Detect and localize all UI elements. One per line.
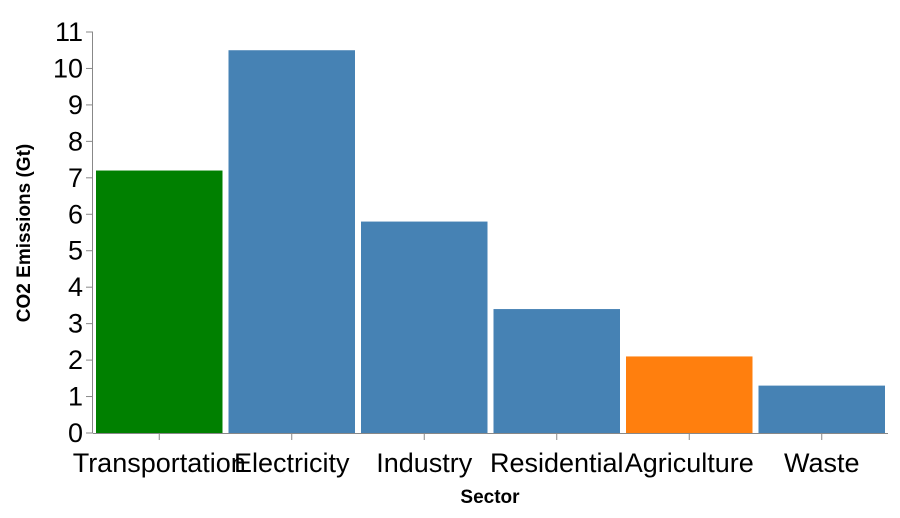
bar-industry: [361, 221, 488, 433]
y-tick-label-11: 11: [55, 17, 83, 47]
x-tick-label-residential: Residential: [490, 448, 624, 478]
bar-agriculture: [626, 356, 753, 433]
bar-residential: [493, 309, 620, 433]
y-tick-label-6: 6: [68, 199, 83, 229]
bars-group: [96, 50, 885, 434]
x-tick-label-agriculture: Agriculture: [625, 448, 754, 478]
x-tick-label-transportation: Transportation: [73, 448, 246, 478]
y-tick-label-1: 1: [68, 382, 83, 412]
bar-electricity: [228, 50, 355, 434]
y-tick-label-2: 2: [68, 345, 83, 375]
y-tick-label-10: 10: [53, 53, 83, 83]
bar-transportation: [96, 170, 223, 433]
bar-waste: [758, 385, 885, 433]
y-tick-label-3: 3: [68, 309, 83, 339]
y-tick-label-5: 5: [68, 236, 83, 266]
x-tick-label-waste: Waste: [784, 448, 860, 478]
x-axis-title: Sector: [460, 487, 520, 508]
y-tick-label-0: 0: [68, 418, 83, 448]
y-axis: 0 1 2 3 4 5 6 7 8 9 10 11: [53, 17, 93, 448]
x-tick-label-electricity: Electricity: [234, 448, 350, 478]
y-tick-label-4: 4: [68, 272, 83, 302]
y-tick-label-8: 8: [68, 126, 83, 156]
x-tick-label-industry: Industry: [376, 448, 473, 478]
y-tick-label-9: 9: [68, 90, 83, 120]
y-axis-title: CO2 Emissions (Gt): [14, 144, 35, 322]
y-tick-label-7: 7: [68, 163, 83, 193]
